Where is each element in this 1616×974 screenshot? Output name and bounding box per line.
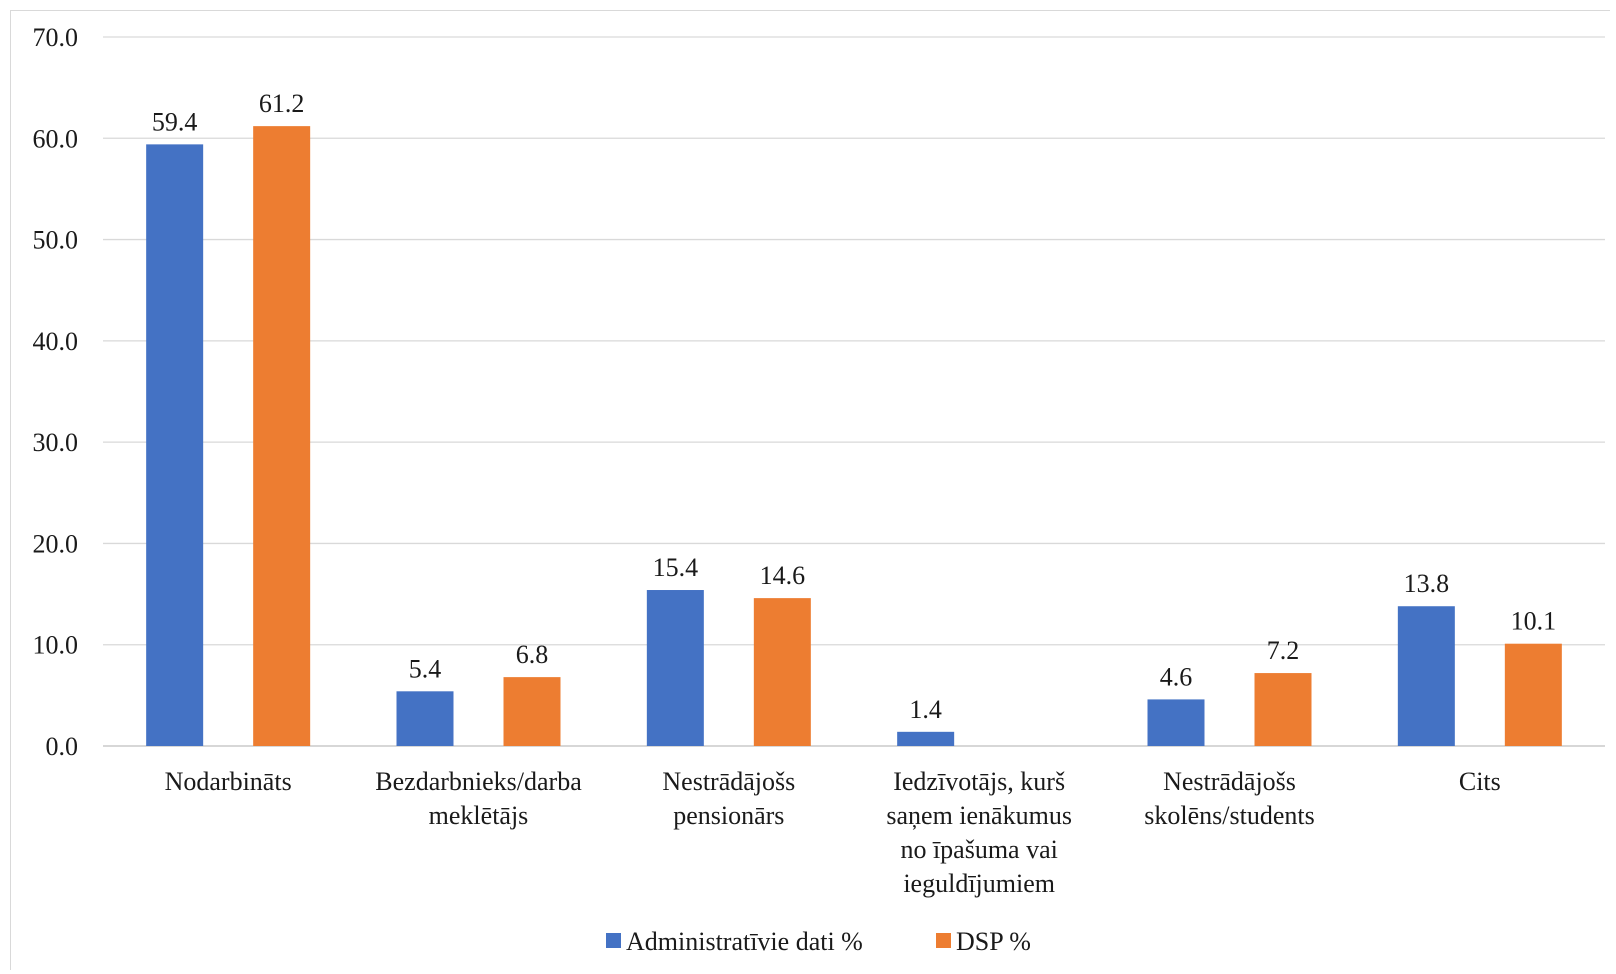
legend-label: DSP %	[956, 927, 1031, 956]
bar-administrativie	[1147, 699, 1205, 746]
gridlines	[103, 36, 1605, 747]
data-label: 7.2	[1267, 636, 1300, 665]
x-tick-label: saņem ienākumus	[886, 801, 1072, 830]
x-tick-label: Iedzīvotājs, kurš	[893, 767, 1065, 796]
bar-administrativie	[897, 731, 955, 746]
data-label: 13.8	[1404, 569, 1450, 598]
y-tick-label: 50.0	[33, 226, 79, 255]
data-label: 59.4	[152, 107, 198, 136]
bar-dsp	[253, 126, 311, 747]
legend: Administratīvie dati % DSP %	[606, 927, 1031, 956]
bar-dsp	[1254, 673, 1312, 746]
legend-swatch	[936, 933, 951, 948]
chart-frame	[10, 10, 1610, 970]
data-labels: 59.4 61.2 5.4 6.8 15.4 14.6 1.4 4.6 7.2 13.8 10.1	[152, 89, 1556, 724]
y-tick-label: 10.0	[33, 631, 79, 660]
data-label: 10.1	[1511, 607, 1557, 636]
x-tick-label: Cits	[1459, 767, 1501, 796]
data-label: 5.4	[409, 654, 442, 683]
data-label: 1.4	[909, 695, 942, 724]
bar-dsp	[753, 598, 811, 746]
legend-label: Administratīvie dati %	[626, 927, 863, 956]
x-tick-label: ieguldījumiem	[903, 869, 1055, 898]
y-tick-label: 40.0	[33, 327, 79, 356]
bar-administrativie	[146, 144, 204, 746]
y-tick-label: 30.0	[33, 428, 79, 457]
bar-dsp	[1504, 643, 1562, 746]
x-tick-label: pensionārs	[673, 801, 784, 830]
bar-administrativie	[646, 590, 704, 746]
bar-dsp	[503, 677, 561, 746]
data-label: 15.4	[653, 553, 699, 582]
x-tick-label: Nestrādājošs	[662, 767, 795, 796]
data-label: 14.6	[760, 561, 806, 590]
bar-administrativie	[396, 691, 454, 746]
y-tick-label: 0.0	[46, 732, 79, 761]
bar-administrativie	[1397, 606, 1455, 746]
x-tick-label: Nestrādājošs	[1163, 767, 1296, 796]
data-label: 6.8	[516, 640, 549, 669]
x-tick-label: meklētājs	[429, 801, 529, 830]
y-tick-label: 20.0	[33, 529, 79, 558]
x-tick-label: Bezdarbnieks/darba	[375, 767, 582, 796]
x-axis-ticks: Nodarbināts Bezdarbnieks/darba meklētājs Ne…	[165, 767, 1501, 898]
legend-swatch	[606, 933, 621, 948]
y-tick-label: 60.0	[33, 124, 79, 153]
y-tick-label: 70.0	[33, 23, 79, 52]
data-label: 4.6	[1160, 662, 1193, 691]
y-axis-ticks: 0.0 10.0 20.0 30.0 40.0 50.0 60.0 70.0	[33, 23, 79, 761]
data-label: 61.2	[259, 89, 305, 118]
x-tick-label: skolēns/students	[1144, 801, 1314, 830]
x-tick-label: no īpašuma vai	[900, 835, 1057, 864]
bars	[146, 126, 1562, 747]
x-tick-label: Nodarbināts	[165, 767, 292, 796]
